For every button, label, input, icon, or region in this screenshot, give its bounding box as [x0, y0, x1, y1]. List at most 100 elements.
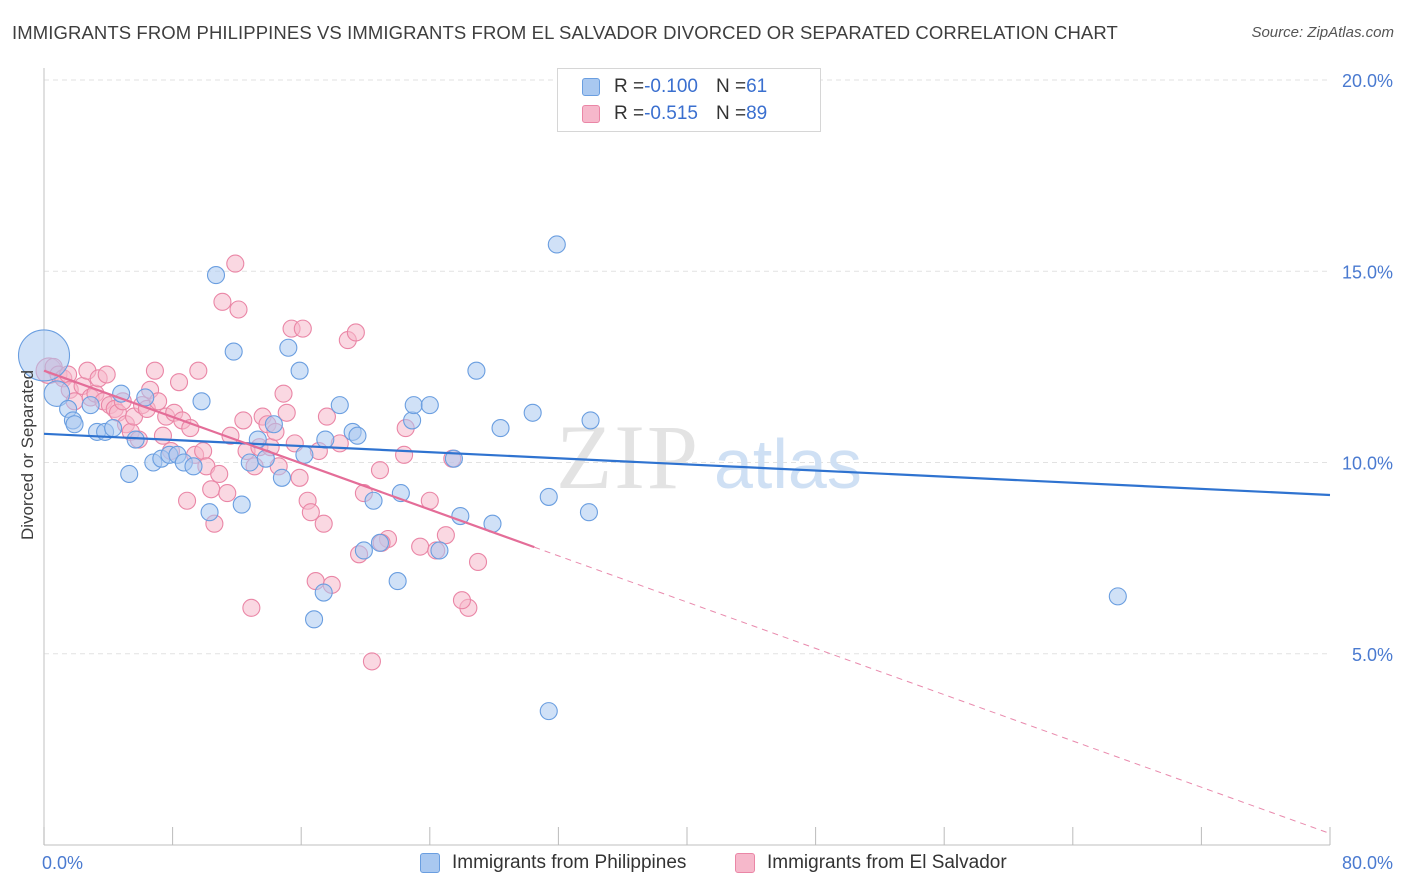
philippines-point: [240, 453, 259, 472]
philippines-point: [104, 419, 123, 438]
el-salvador-point: [452, 591, 472, 610]
y-tick-label: 10.0%: [1342, 454, 1393, 474]
philippines-point: [403, 411, 422, 430]
philippines-point: [279, 338, 298, 357]
el-salvador-point: [153, 426, 173, 445]
legend-n-label: N =: [715, 76, 747, 97]
chart-title: IMMIGRANTS FROM PHILIPPINES VS IMMIGRANT…: [12, 22, 1118, 43]
philippines-point: [404, 396, 423, 415]
philippines-point: [17, 329, 71, 382]
philippines-point: [581, 411, 600, 430]
series-philippines-points: [17, 70, 1127, 721]
el-salvador-point: [370, 461, 390, 480]
el-salvador-point: [229, 300, 248, 319]
philippines-point: [316, 430, 335, 449]
philippines-point: [348, 426, 367, 445]
x-tick-label: 0.0%: [42, 853, 83, 873]
philippines-point: [364, 491, 383, 510]
legend-swatch-blue: [582, 78, 600, 96]
el-salvador-point: [314, 514, 333, 533]
philippines-point: [290, 361, 309, 380]
y-tick-label: 20.0%: [1342, 71, 1393, 91]
legend-swatch-blue: [420, 853, 440, 873]
series-legend: Immigrants from Philippines Immigrants f…: [0, 852, 1406, 878]
legend-r-label: R =: [614, 103, 645, 124]
philippines-point: [192, 392, 211, 411]
philippines-point: [295, 445, 314, 464]
el-salvador-point: [411, 537, 430, 556]
el-salvador-point: [169, 373, 189, 392]
y-axis-label: Divorced or Separated: [18, 370, 37, 540]
el-salvador-point: [97, 365, 116, 384]
philippines-point: [354, 541, 373, 560]
philippines-point: [305, 610, 324, 629]
el-salvador-point: [242, 598, 261, 617]
philippines-point: [224, 342, 243, 361]
x-tick-label: 80.0%: [1342, 853, 1393, 873]
philippines-point: [388, 572, 407, 591]
philippines-point: [523, 403, 542, 422]
y-tick-label: 15.0%: [1342, 262, 1393, 282]
philippines-point: [491, 419, 510, 438]
philippines-point: [1108, 587, 1127, 606]
legend-n-value: 61: [746, 76, 768, 97]
philippines-point: [264, 415, 283, 434]
philippines-point: [81, 396, 100, 415]
el-salvador-point: [468, 552, 488, 572]
el-salvador-point: [362, 652, 381, 671]
philippines-point: [330, 396, 349, 415]
philippines-point: [314, 583, 333, 602]
el-salvador-point: [213, 292, 232, 311]
el-salvador-point: [178, 491, 197, 510]
el-salvador-point: [210, 464, 229, 484]
legend-item-el-salvador: Immigrants from El Salvador: [735, 852, 1007, 874]
el-salvador-point: [277, 403, 296, 422]
legend-n-label: N =: [715, 103, 747, 124]
stats-legend: R = -0.100 N = 61 R = -0.515 N = 89: [557, 68, 821, 132]
philippines-point: [43, 380, 71, 407]
legend-r-value: -0.515: [644, 103, 698, 124]
philippines-point: [272, 468, 291, 487]
philippines-point: [232, 495, 251, 514]
el-salvador-point: [145, 361, 164, 380]
philippines-point: [370, 533, 390, 552]
legend-r-label: R =: [614, 76, 645, 97]
el-salvador-trend-line: [43, 369, 535, 549]
philippines-point: [539, 702, 558, 721]
philippines-point: [420, 396, 439, 415]
el-salvador-point: [436, 526, 455, 545]
legend-swatch-pink: [735, 853, 755, 873]
el-salvador-point: [290, 468, 309, 487]
x-axis-ticks: 0.0% 80.0%: [42, 853, 1393, 873]
philippines-point: [206, 266, 226, 285]
philippines-point: [430, 541, 449, 560]
y-tick-label: 5.0%: [1352, 645, 1393, 665]
legend-r-value: -0.100: [644, 76, 698, 97]
el-salvador-point: [202, 480, 221, 499]
y-axis-ticks: 5.0% 10.0% 15.0% 20.0%: [1342, 71, 1393, 665]
philippines-point: [136, 388, 155, 407]
el-salvador-point: [194, 441, 213, 461]
philippines-trend-line: [43, 432, 1331, 497]
el-salvador-point: [317, 407, 336, 426]
legend-n-value: 89: [746, 103, 768, 124]
watermark: ZIP atlas: [556, 406, 862, 508]
el-salvador-trend-extension: [534, 546, 1331, 834]
philippines-point: [65, 415, 84, 434]
trend-lines: [43, 369, 1331, 834]
el-salvador-point: [293, 319, 312, 338]
legend-item-label: Immigrants from El Salvador: [767, 852, 1007, 873]
axes: [43, 68, 1331, 846]
source-credit: Source: ZipAtlas.com: [1251, 24, 1394, 41]
el-salvador-point: [189, 361, 208, 380]
philippines-point: [451, 506, 470, 526]
philippines-point: [579, 503, 598, 522]
philippines-point: [467, 361, 486, 380]
el-salvador-point: [346, 323, 365, 342]
gridlines: [44, 79, 1330, 655]
el-salvador-point: [218, 484, 237, 503]
philippines-point: [200, 503, 219, 522]
philippines-point: [120, 464, 139, 484]
el-salvador-point: [226, 254, 245, 273]
el-salvador-point: [395, 445, 414, 464]
